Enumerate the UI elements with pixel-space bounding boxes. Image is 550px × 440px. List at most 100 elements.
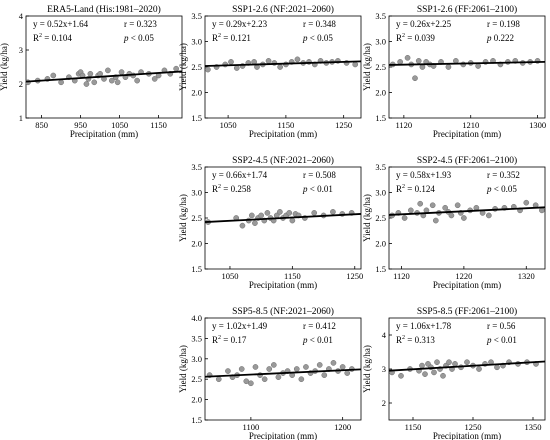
x-tick-label: 1150 bbox=[150, 120, 167, 130]
correlation-r: r = 0.508 bbox=[303, 170, 336, 180]
y-tick-label: 2.5 bbox=[191, 374, 202, 384]
x-axis-label: Precipitation (mm) bbox=[433, 431, 501, 440]
data-point bbox=[440, 372, 446, 379]
data-point bbox=[397, 59, 403, 65]
data-point bbox=[265, 58, 272, 64]
panel-7: SSP5-8.5 (FF:2061–2100) 2 3 4 1150 1250 1350 Pr… bbox=[362, 306, 546, 440]
regression-equation: y = 0.66x+1.74 bbox=[212, 170, 268, 180]
panel-title: ERA5-Land (His:1981–2020) bbox=[47, 4, 161, 15]
r-squared: R2 = 0.121 bbox=[212, 33, 251, 43]
y-tick-label: 3.5 bbox=[375, 11, 386, 21]
x-tick-label: 1050 bbox=[221, 271, 238, 281]
p-value: p < 0.05 bbox=[302, 33, 333, 43]
y-tick-label: 2.0 bbox=[191, 395, 202, 405]
data-point bbox=[134, 77, 140, 84]
data-point bbox=[228, 59, 234, 65]
plot-frame bbox=[388, 166, 546, 270]
data-point bbox=[294, 56, 301, 63]
data-point bbox=[277, 209, 283, 215]
p-value: p < 0.01 bbox=[486, 335, 517, 345]
y-tick-label: 2.5 bbox=[375, 62, 386, 72]
y-tick-label: 3 bbox=[19, 45, 23, 55]
correlation-r: r = 0.198 bbox=[487, 19, 520, 29]
regression-equation: y = 0.58x+1.93 bbox=[396, 170, 452, 180]
y-tick-label: 2.0 bbox=[375, 239, 386, 249]
data-point bbox=[286, 210, 293, 216]
data-point bbox=[311, 210, 318, 216]
data-point bbox=[270, 362, 277, 368]
r-squared: R2 = 0.039 bbox=[396, 33, 435, 43]
data-point bbox=[108, 77, 115, 84]
x-tick-label: 1320 bbox=[518, 271, 535, 281]
data-point bbox=[448, 212, 455, 219]
y-tick-label: 1.5 bbox=[191, 264, 202, 274]
plot-frame bbox=[204, 317, 362, 421]
data-point bbox=[431, 369, 437, 376]
panel-title: SSP1-2.6 (FF:2061–2100) bbox=[417, 4, 517, 15]
scatter-points bbox=[206, 360, 355, 387]
y-axis-label: Yield (kg/ha) bbox=[362, 43, 372, 91]
data-point bbox=[293, 366, 300, 372]
panel-5: SSP2-4.5 (FF:2061–2100) 1.5 2.0 2.5 3.0 3.5 11… bbox=[362, 155, 546, 290]
panel-title: SSP1-2.6 (NF:2021–2060) bbox=[232, 4, 334, 15]
data-point bbox=[407, 207, 414, 214]
data-point bbox=[252, 220, 258, 226]
data-point bbox=[266, 366, 273, 372]
x-tick-label: 850 bbox=[35, 120, 48, 130]
correlation-r: r = 0.323 bbox=[124, 19, 157, 29]
panel-title: SSP5-8.5 (NF:2021–2060) bbox=[232, 306, 334, 317]
data-point bbox=[97, 70, 103, 77]
y-tick-label: 4 bbox=[19, 11, 24, 21]
p-value: p 0.222 bbox=[486, 33, 514, 43]
x-tick-label: 1250 bbox=[346, 271, 363, 281]
panel-6: SSP5-8.5 (NF:2021–2060) 1.5 2.0 2.5 3.0 3.5 4.… bbox=[178, 306, 362, 440]
scatter-points bbox=[389, 359, 539, 379]
data-point bbox=[233, 65, 240, 71]
plot-frame bbox=[25, 15, 183, 119]
data-point bbox=[415, 58, 422, 64]
r-squared: R2 = 0.258 bbox=[212, 184, 251, 194]
correlation-r: r = 0.412 bbox=[303, 321, 336, 331]
data-point bbox=[445, 64, 452, 70]
y-tick-label: 1.5 bbox=[375, 264, 386, 274]
data-point bbox=[523, 199, 530, 206]
panel-1: ERA5-Land (His:1981–2020) 1 2 3 4 850 950 1050 1… bbox=[0, 4, 183, 139]
y-tick-label: 2.0 bbox=[191, 239, 202, 249]
y-axis-label: Yield (kg/ha) bbox=[178, 43, 188, 91]
panel-4: SSP2-4.5 (NF:2021–2060) 1.5 2.0 2.5 3.0 3.5 10… bbox=[178, 155, 363, 290]
y-tick-label: 3 bbox=[382, 364, 386, 374]
y-tick-label: 2 bbox=[382, 398, 386, 408]
data-point bbox=[264, 210, 271, 216]
x-tick-label: 950 bbox=[74, 120, 87, 130]
data-point bbox=[339, 364, 346, 370]
data-point bbox=[412, 75, 418, 82]
data-point bbox=[344, 370, 351, 376]
y-tick-label: 1 bbox=[19, 113, 23, 123]
p-value: p < 0.01 bbox=[302, 184, 333, 194]
scatter-points bbox=[389, 54, 541, 82]
data-point bbox=[398, 372, 404, 379]
data-point bbox=[401, 215, 408, 221]
data-point bbox=[432, 217, 439, 224]
data-point bbox=[539, 207, 545, 214]
correlation-r: r = 0.56 bbox=[487, 321, 516, 331]
data-point bbox=[277, 64, 283, 70]
x-tick-label: 1050 bbox=[111, 120, 128, 130]
y-tick-label: 3.0 bbox=[191, 354, 202, 364]
data-point bbox=[298, 376, 305, 383]
y-tick-label: 2.0 bbox=[375, 88, 386, 98]
data-point bbox=[252, 364, 259, 370]
data-point bbox=[473, 204, 480, 211]
data-point bbox=[475, 63, 481, 69]
y-axis-label: Yield (kg/ha) bbox=[178, 345, 188, 393]
data-point bbox=[453, 58, 459, 64]
regression-line bbox=[25, 70, 183, 83]
x-tick-label: 1100 bbox=[243, 422, 260, 432]
y-tick-label: 3.0 bbox=[375, 188, 386, 198]
x-tick-label: 1350 bbox=[525, 422, 542, 432]
data-point bbox=[330, 360, 337, 366]
y-tick-label: 3.0 bbox=[191, 188, 202, 198]
data-point bbox=[151, 76, 158, 82]
y-tick-label: 3.5 bbox=[191, 11, 202, 21]
